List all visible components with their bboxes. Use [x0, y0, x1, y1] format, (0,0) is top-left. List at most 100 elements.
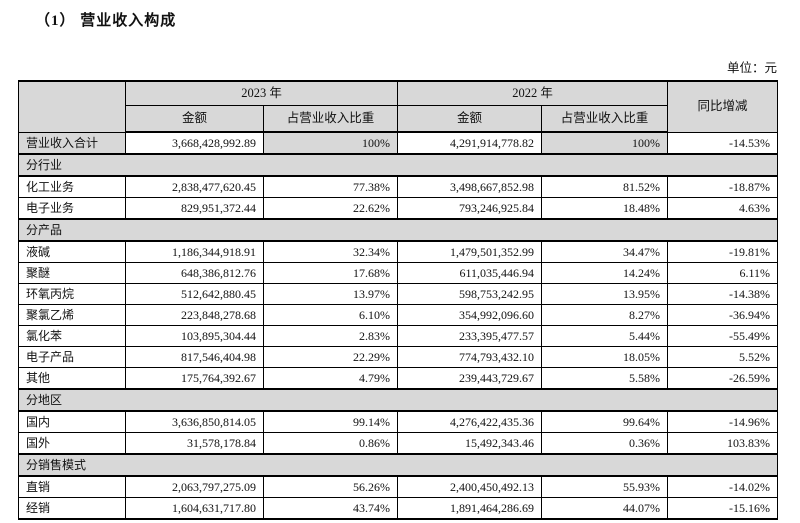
table-row: 电子业务 829,951,372.44 22.62% 793,246,925.84 18… [18, 197, 779, 220]
header-amount-2023: 金额 [125, 105, 264, 133]
yoy-change: -15.16% [667, 497, 779, 520]
header-yoy: 同比增减 [667, 80, 779, 133]
amount-2022: 239,443,729.67 [397, 367, 543, 390]
ratio-2022: 44.07% [541, 497, 669, 520]
table-row: 营业收入合计 3,668,428,992.89 100% 4,291,914,778.… [18, 131, 779, 155]
table-header: 2023 年 2022 年 同比增减 金额 占营业收入比重 金额 占营业收入比重 [18, 80, 779, 133]
amount-2022: 2,400,450,492.13 [397, 475, 543, 498]
ratio-2023: 13.97% [262, 283, 399, 305]
header-year-2023: 2023 年 [124, 80, 399, 106]
ratio-2023: 4.79% [262, 367, 399, 390]
section-label: 分地区 [17, 388, 779, 412]
amount-2023: 648,386,812.76 [125, 262, 264, 284]
table-row: 聚氯乙烯 223,848,278.68 6.10% 354,992,096.60 8.2… [18, 304, 779, 326]
ratio-2022: 14.24% [541, 262, 669, 284]
section-row: 分行业 [17, 153, 779, 177]
ratio-2022: 18.05% [541, 346, 669, 368]
amount-2022: 4,276,422,435.36 [397, 410, 543, 433]
ratio-2022: 34.47% [541, 240, 669, 263]
ratio-2022: 99.64% [541, 410, 669, 433]
amount-2023: 3,636,850,814.05 [125, 410, 264, 433]
section-row: 分销售模式 [17, 453, 779, 477]
yoy-change: -14.38% [667, 283, 779, 305]
section-label: 分销售模式 [17, 453, 779, 477]
amount-2023: 512,642,880.45 [125, 283, 264, 305]
yoy-change: -55.49% [667, 325, 779, 347]
ratio-2022: 5.44% [541, 325, 669, 347]
table-body: 营业收入合计 3,668,428,992.89 100% 4,291,914,778.… [17, 131, 779, 520]
ratio-2023: 100% [262, 131, 399, 155]
ratio-2022: 100% [541, 131, 669, 155]
row-label: 环氧丙烷 [18, 283, 126, 305]
ratio-2022: 81.52% [541, 175, 669, 198]
row-label: 电子产品 [18, 346, 126, 368]
revenue-composition-table: 2023 年 2022 年 同比增减 金额 占营业收入比重 金额 占营业收入比重… [17, 80, 779, 520]
table-row: 直销 2,063,797,275.09 56.26% 2,400,450,492.13… [18, 475, 779, 498]
section-row: 分产品 [17, 218, 779, 242]
ratio-2023: 77.38% [262, 175, 399, 198]
amount-2023: 223,848,278.68 [125, 304, 264, 326]
table-row: 环氧丙烷 512,642,880.45 13.97% 598,753,242.95 13… [18, 283, 779, 305]
ratio-2022: 13.95% [541, 283, 669, 305]
amount-2023: 2,063,797,275.09 [125, 475, 264, 498]
row-label: 营业收入合计 [18, 131, 126, 155]
table-row: 氯化苯 103,895,304.44 2.83% 233,395,477.57 5.44… [18, 325, 779, 347]
row-label: 电子业务 [18, 197, 126, 220]
ratio-2023: 2.83% [262, 325, 399, 347]
amount-2023: 829,951,372.44 [125, 197, 264, 220]
amount-2023: 175,764,392.67 [125, 367, 264, 390]
header-ratio-2022: 占营业收入比重 [541, 105, 669, 133]
amount-2022: 611,035,446.94 [397, 262, 543, 284]
amount-2022: 598,753,242.95 [397, 283, 543, 305]
table-row: 化工业务 2,838,477,620.45 77.38% 3,498,667,852.… [18, 175, 779, 198]
table-row: 国外 31,578,178.84 0.86% 15,492,343.46 0.36% 10… [18, 432, 779, 455]
yoy-change: 4.63% [667, 197, 779, 220]
amount-2022: 3,498,667,852.98 [397, 175, 543, 198]
table-row: 聚醚 648,386,812.76 17.68% 611,035,446.94 14.2… [18, 262, 779, 284]
table-row: 国内 3,636,850,814.05 99.14% 4,276,422,435.36… [18, 410, 779, 433]
ratio-2022: 55.93% [541, 475, 669, 498]
yoy-change: -26.59% [667, 367, 779, 390]
amount-2022: 774,793,432.10 [397, 346, 543, 368]
amount-2023: 103,895,304.44 [125, 325, 264, 347]
corner-cell [18, 80, 126, 133]
row-label: 液碱 [18, 240, 126, 263]
table-row: 其他 175,764,392.67 4.79% 239,443,729.67 5.58%… [18, 367, 779, 390]
unit-label: 单位：元 [726, 61, 777, 75]
yoy-change: 5.52% [667, 346, 779, 368]
section-row: 分地区 [17, 388, 779, 412]
ratio-2022: 18.48% [541, 197, 669, 220]
table-row: 经销 1,604,631,717.80 43.74% 1,891,464,286.69… [18, 497, 779, 520]
amount-2023: 3,668,428,992.89 [125, 131, 264, 155]
ratio-2022: 8.27% [541, 304, 669, 326]
row-label: 化工业务 [18, 175, 126, 198]
ratio-2023: 99.14% [262, 410, 399, 433]
section-label: 分产品 [17, 218, 779, 242]
yoy-change: -14.53% [667, 131, 779, 155]
amount-2023: 817,546,404.98 [125, 346, 264, 368]
amount-2022: 793,246,925.84 [397, 197, 543, 220]
amount-2023: 1,604,631,717.80 [125, 497, 264, 520]
table-row: 液碱 1,186,344,918.91 32.34% 1,479,501,352.99… [18, 240, 779, 263]
header-ratio-2023: 占营业收入比重 [262, 105, 399, 133]
ratio-2023: 6.10% [262, 304, 399, 326]
yoy-change: -14.96% [667, 410, 779, 433]
amount-2022: 15,492,343.46 [397, 432, 543, 455]
row-label: 国外 [18, 432, 126, 455]
row-label: 氯化苯 [18, 325, 126, 347]
ratio-2022: 5.58% [541, 367, 669, 390]
yoy-change: -18.87% [667, 175, 779, 198]
row-label: 其他 [18, 367, 126, 390]
page-title: （1） 营业收入构成 [35, 13, 177, 29]
row-label: 聚醚 [18, 262, 126, 284]
row-label: 直销 [18, 475, 126, 498]
row-label: 聚氯乙烯 [18, 304, 126, 326]
amount-2022: 354,992,096.60 [397, 304, 543, 326]
ratio-2023: 0.86% [262, 432, 399, 455]
yoy-change: 103.83% [667, 432, 779, 455]
amount-2022: 1,891,464,286.69 [397, 497, 543, 520]
amount-2022: 4,291,914,778.82 [397, 131, 543, 155]
ratio-2022: 0.36% [541, 432, 669, 455]
row-label: 经销 [18, 497, 126, 520]
ratio-2023: 32.34% [262, 240, 399, 263]
